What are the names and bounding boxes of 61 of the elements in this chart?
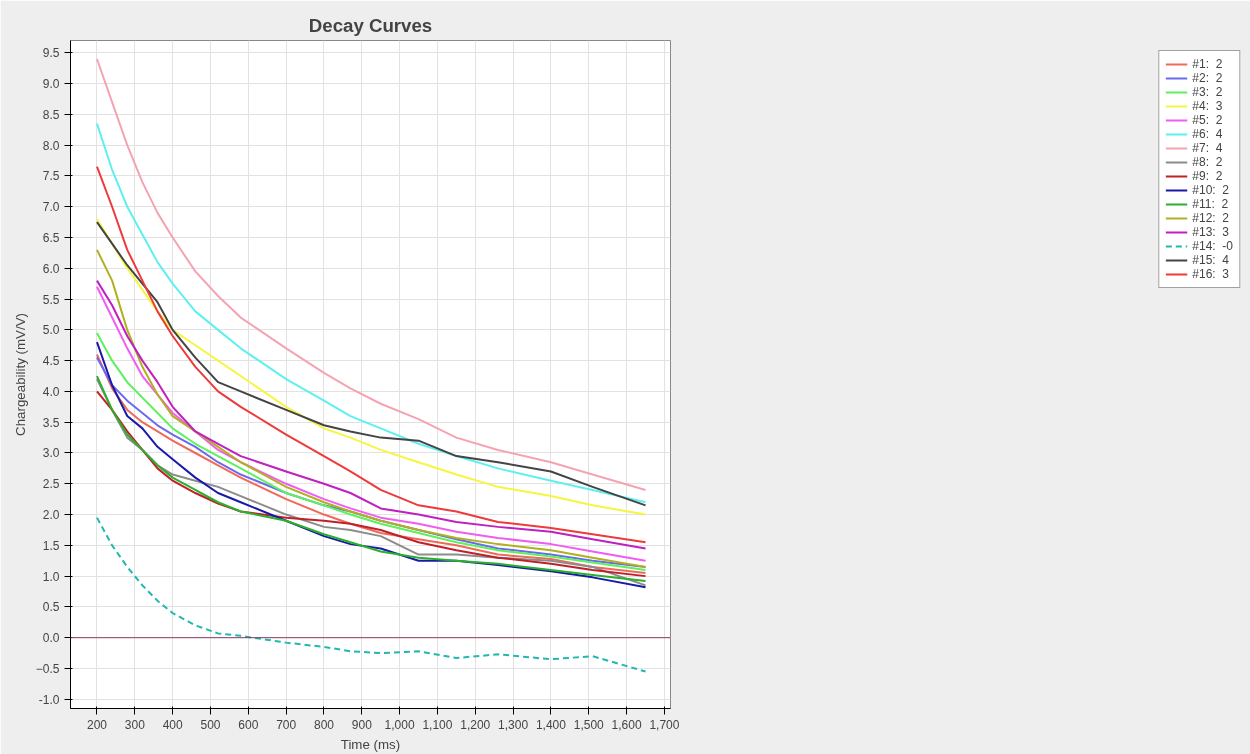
x-tick-label: 1,300 bbox=[498, 717, 529, 732]
x-tick-label: 200 bbox=[86, 717, 108, 732]
y-tick-label: 5.5 bbox=[42, 292, 60, 307]
y-tick-label: 0.5 bbox=[42, 600, 60, 615]
legend-label: #7: 4 bbox=[1192, 141, 1223, 155]
y-tick-label: 3.5 bbox=[42, 415, 60, 430]
x-tick-label: 800 bbox=[313, 717, 335, 732]
y-tick-label: 7.0 bbox=[42, 200, 60, 215]
legend-label: #14: -0 bbox=[1192, 239, 1233, 253]
y-tick-label: 2.5 bbox=[42, 477, 60, 492]
legend-label: #5: 2 bbox=[1192, 113, 1223, 127]
y-tick-label: 3.0 bbox=[42, 446, 60, 461]
x-tick-label: 300 bbox=[124, 717, 146, 732]
legend-label: #9: 2 bbox=[1192, 169, 1223, 183]
legend-label: #4: 3 bbox=[1192, 99, 1223, 113]
x-tick-label: 600 bbox=[238, 717, 259, 732]
y-tick-label: 6.0 bbox=[42, 261, 60, 276]
legend-label: #1: 2 bbox=[1192, 57, 1223, 71]
line-series bbox=[95, 516, 647, 673]
x-tick-label: 400 bbox=[162, 717, 183, 732]
y-tick-label: 4.5 bbox=[42, 354, 60, 369]
y-tick-label: 7.5 bbox=[42, 169, 60, 184]
y-tick-label: 1.0 bbox=[42, 569, 60, 584]
chart-title: Decay Curves bbox=[308, 14, 433, 36]
y-tick-label: 8.5 bbox=[42, 107, 60, 122]
y-tick-label: 6.5 bbox=[42, 231, 60, 246]
y-axis-title: Chargeability (mV/V) bbox=[12, 313, 28, 436]
y-tick-label: 1.5 bbox=[42, 538, 60, 553]
x-tick-label: 1,500 bbox=[573, 717, 605, 732]
x-tick-label: 1,600 bbox=[611, 717, 642, 732]
x-axis-title: Time (ms) bbox=[340, 736, 401, 752]
legend-label: #15: 4 bbox=[1192, 253, 1229, 267]
legend-label: #13: 3 bbox=[1192, 225, 1229, 239]
legend-label: #11: 2 bbox=[1192, 197, 1229, 211]
legend-label: #8: 2 bbox=[1192, 155, 1223, 169]
y-tick-label: 9.5 bbox=[42, 46, 60, 61]
x-tick-label: 1,100 bbox=[422, 717, 453, 732]
y-tick-label: −0.5 bbox=[35, 661, 60, 676]
legend-label: #3: 2 bbox=[1192, 85, 1223, 99]
y-tick-label: 4.0 bbox=[42, 384, 60, 399]
x-tick-label: 500 bbox=[200, 717, 221, 732]
line-series bbox=[95, 122, 647, 504]
legend-label: #12: 2 bbox=[1192, 211, 1229, 225]
y-tick-label: 2.0 bbox=[42, 508, 60, 523]
line-series bbox=[95, 57, 647, 491]
x-tick-label: 1,000 bbox=[384, 717, 415, 732]
x-tick-label: 1,200 bbox=[460, 717, 491, 732]
y-tick-label: 9.0 bbox=[42, 77, 60, 92]
legend-label: #10: 2 bbox=[1192, 183, 1229, 197]
legend-label: #16: 3 bbox=[1192, 267, 1229, 281]
legend-label: #6: 4 bbox=[1192, 127, 1223, 141]
x-tick-label: 900 bbox=[351, 717, 373, 732]
legend-label: #2: 2 bbox=[1192, 71, 1223, 85]
x-tick-label: 1,700 bbox=[649, 717, 680, 732]
y-tick-label: 5.0 bbox=[42, 323, 60, 338]
y-tick-label: 0.0 bbox=[42, 631, 60, 646]
y-tick-label: 8.0 bbox=[42, 138, 60, 153]
y-tick-label: -1.0 bbox=[38, 692, 60, 707]
line-series bbox=[95, 165, 647, 544]
x-tick-label: 700 bbox=[276, 717, 297, 732]
x-tick-label: 1,400 bbox=[535, 717, 567, 732]
